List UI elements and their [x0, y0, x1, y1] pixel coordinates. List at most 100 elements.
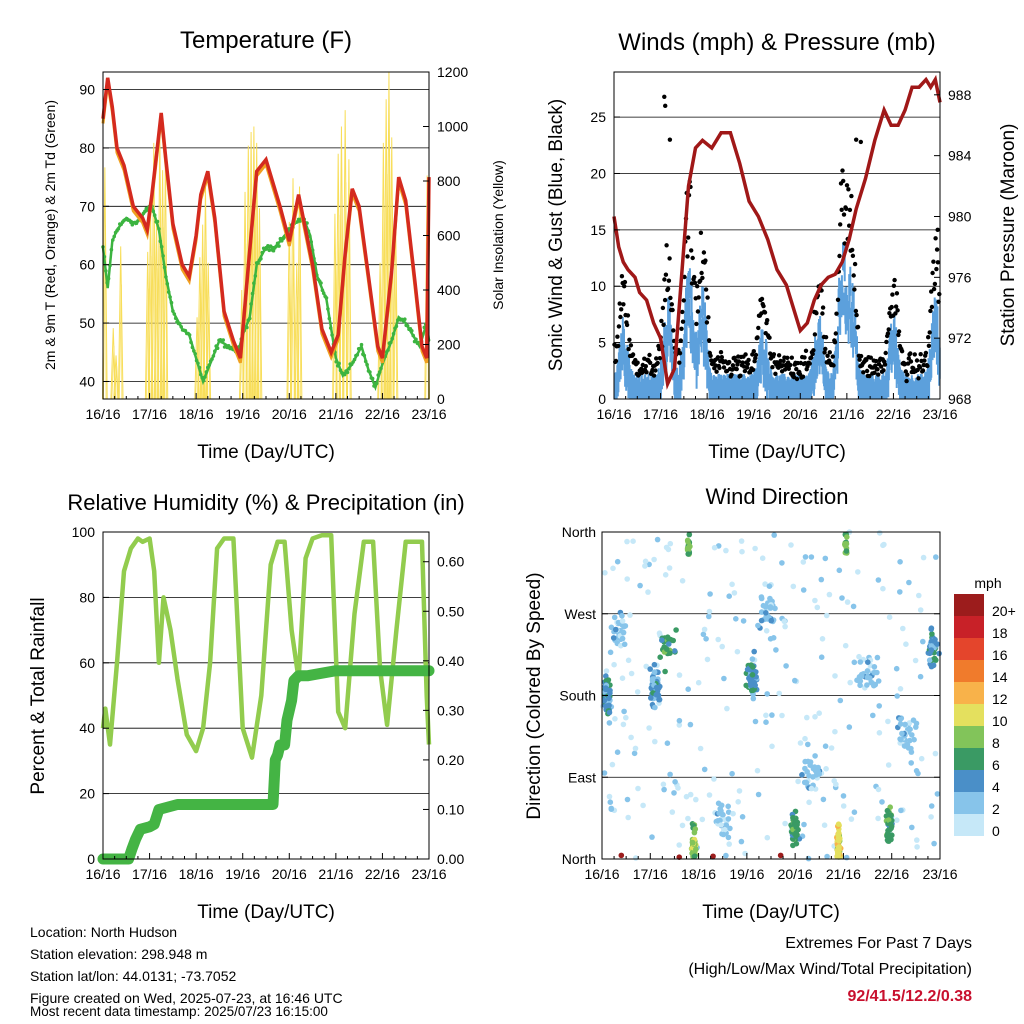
humidity-y-left-title: Percent & Total Rainfall — [28, 597, 49, 794]
gust-point — [613, 358, 619, 364]
dewpoint-point — [106, 276, 111, 281]
wind-direction-point — [926, 657, 933, 663]
winds-y-tick-label: 10 — [590, 278, 606, 294]
dewpoint-point — [161, 254, 165, 258]
gust-point — [660, 305, 666, 311]
wind-direction-point — [842, 642, 849, 649]
dewpoint-point — [189, 340, 193, 345]
wind-direction-point — [634, 689, 641, 695]
wind-direction-point — [628, 670, 635, 677]
wind-direction-point — [679, 822, 686, 829]
wind-direction-point — [627, 612, 633, 618]
wind-direction-point — [836, 844, 842, 850]
wind-direction-point — [660, 781, 667, 788]
dewpoint-point — [405, 324, 410, 328]
gust-point — [662, 94, 667, 100]
wind-direction-point — [762, 581, 768, 587]
wind-direction-point — [897, 721, 904, 727]
gust-point — [743, 352, 748, 357]
gust-point — [785, 355, 790, 360]
wind-direction-point — [843, 854, 850, 861]
solar-peak — [256, 208, 263, 400]
humidity-x-tick-label: 17/16 — [132, 866, 167, 882]
gust-point — [937, 291, 942, 297]
wind-direction-point — [837, 697, 844, 704]
wind-direction-point — [686, 531, 693, 538]
gust-point — [894, 291, 900, 296]
wind-direction-point — [764, 834, 771, 841]
wind-direction-point — [647, 666, 653, 672]
wind-direction-point — [782, 623, 788, 630]
gust-point — [682, 274, 687, 280]
wind-direction-point — [777, 852, 784, 859]
wind-direction-point — [933, 554, 939, 560]
wind-direction-point — [632, 745, 639, 752]
dewpoint-point — [197, 365, 202, 370]
dewpoint-point — [277, 244, 281, 248]
relative-humidity-line — [100, 533, 432, 760]
dewpoint-point — [368, 370, 372, 374]
gust-point — [657, 356, 663, 361]
wind-direction-point — [875, 577, 882, 583]
wind-direction-point — [903, 641, 909, 647]
temperature-panel: Temperature (F) 16/16 17/16 18/16 19/16 20/1… — [42, 27, 506, 463]
dewpoint-point — [226, 344, 231, 348]
wind-direction-point — [864, 674, 871, 681]
gust-point — [831, 363, 836, 368]
wind-direction-point — [630, 538, 636, 544]
wind-direction-point — [606, 709, 613, 716]
gust-point — [861, 370, 866, 375]
solar-peak — [291, 233, 295, 400]
wind-direction-point — [906, 579, 912, 586]
gust-point — [627, 337, 632, 342]
wind-direction-point — [606, 720, 613, 726]
wind-direction-point — [885, 817, 892, 823]
gust-point — [905, 372, 910, 377]
legend-label: 2 — [992, 801, 1000, 817]
wind-direction-point — [760, 602, 767, 609]
wind-direction-point — [738, 538, 745, 544]
gust-point — [706, 315, 711, 320]
wind-direction-point — [723, 547, 729, 554]
wind-direction-point — [851, 809, 858, 815]
wind-direction-point — [738, 838, 745, 845]
wind-direction-point — [725, 816, 732, 822]
wind-direction-point — [624, 796, 631, 803]
humidity-title: Relative Humidity (%) & Precipitation (i… — [67, 490, 464, 515]
wind-direction-point — [836, 830, 842, 836]
gust-point — [864, 368, 870, 374]
gust-point — [935, 260, 941, 265]
gust-point — [920, 368, 926, 373]
wind-direction-point — [885, 762, 892, 768]
wind-direction-point — [821, 822, 828, 828]
gust-point — [630, 352, 636, 357]
humidity-y-right-tick-label: 0.10 — [437, 801, 464, 817]
wind-direction-point — [788, 542, 794, 548]
wind-direction-point — [929, 631, 935, 637]
gust-point — [740, 360, 745, 365]
speed-legend: mph 20+ 18 16 14 12 10 8 6 4 2 0 — [954, 575, 1016, 839]
gust-point — [695, 284, 700, 289]
dewpoint-point — [245, 325, 249, 330]
temperature-x-tick-label: 21/16 — [318, 406, 353, 422]
wind-direction-point — [607, 649, 614, 656]
wind-direction-point — [608, 806, 615, 812]
gust-point — [883, 350, 888, 356]
gust-point — [908, 351, 913, 356]
dewpoint-point — [172, 312, 177, 316]
winds-x-tick-label: 21/16 — [829, 406, 864, 422]
wind-direction-point — [875, 815, 881, 822]
wind-direction-point — [884, 807, 891, 814]
wind-direction-point — [772, 605, 778, 612]
wind-direction-point — [833, 781, 839, 788]
dewpoint-point — [253, 274, 258, 278]
wind-direction-point — [857, 659, 864, 665]
wind-direction-point — [839, 595, 845, 601]
gust-point — [717, 365, 722, 371]
gust-point — [929, 289, 934, 294]
temperature-x-title: Time (Day/UTC) — [197, 442, 335, 463]
winds-x-title: Time (Day/UTC) — [708, 442, 846, 463]
wind-direction-point — [671, 790, 677, 796]
humidity-y-tick-label: 0 — [87, 851, 95, 867]
wind-direction-point — [818, 654, 825, 660]
